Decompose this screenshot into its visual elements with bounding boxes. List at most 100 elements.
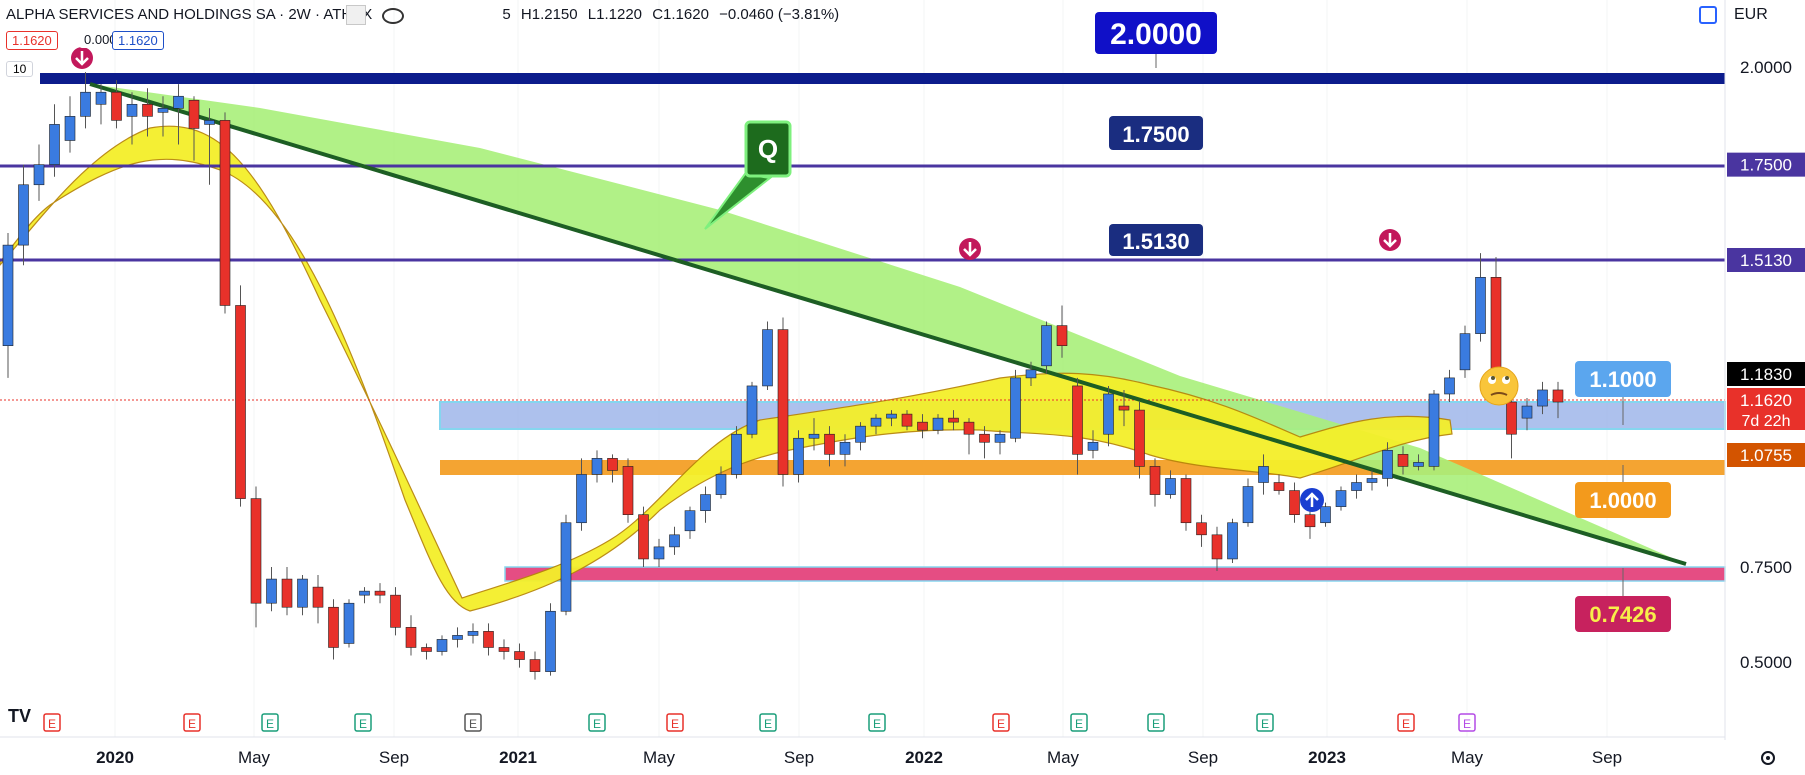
earnings-marker-icon[interactable] [1458,713,1476,732]
candle-body [1366,478,1378,483]
candle-body [1382,450,1393,479]
earnings-marker-icon[interactable] [1070,713,1088,732]
earnings-marker-label: E [1261,717,1269,731]
compare-icon[interactable] [1699,6,1717,24]
time-axis[interactable]: 2020 May Sep 2021 May Sep 2022 May Sep 2023 May Sep [96,748,1622,767]
candles [2,72,1564,680]
earnings-marker-label: E [359,717,367,731]
time-tick-label: May [1451,748,1484,767]
earnings-marker-icon[interactable] [1147,713,1165,732]
candle-body [669,534,680,548]
ohlc-change: −0.0460 (−3.81%) [719,6,840,23]
candle-body [700,494,711,511]
candle-body [1428,393,1440,467]
earnings-marker-icon[interactable] [588,713,606,732]
candle-body [204,120,215,125]
price-tag [1727,443,1805,467]
candle-body [545,610,556,672]
level-1513-box[interactable]: 1.5130 [1109,224,1203,256]
eye-icon[interactable] [382,8,404,24]
candle-body [111,91,122,121]
candle-body [390,594,401,628]
candle-body [1010,377,1021,439]
candle-body [870,417,882,427]
earnings-marker-icon[interactable] [992,713,1010,732]
candle-body [1041,325,1052,367]
q-callout-label: Q [758,134,778,164]
earnings-marker-icon[interactable] [354,713,372,732]
time-tick-label: Sep [784,748,814,767]
earnings-marker-icon[interactable] [1397,713,1415,732]
price-tag-value: 1.1620 [1740,391,1792,410]
candle-body [777,329,789,475]
candle-body [33,164,45,186]
candle-body [235,305,246,499]
earnings-marker-icon[interactable] [759,713,777,732]
candle-body [1087,441,1099,451]
axis-tick-label: 1.5130 [1740,251,1792,270]
level-11-box[interactable]: 1.1000 [1575,361,1671,425]
candle-body [64,116,76,141]
trendline [89,82,1687,566]
indicator-count-chip[interactable]: 10 [6,61,34,77]
earnings-marker-label: E [469,717,477,731]
candle-body [1459,333,1471,371]
candle-body [684,510,696,532]
currency-selector[interactable]: EUR [1734,6,1768,23]
level-175-label: 1.7500 [1122,122,1189,147]
candle-body [591,458,603,475]
earnings-marker-icon[interactable] [43,713,61,732]
candle-body [1413,462,1424,467]
candle-body [1273,482,1285,491]
earnings-marker-label: E [1075,717,1083,731]
candle-body [948,417,959,423]
level-0742-box[interactable]: 0.7426 [1575,568,1671,632]
price-tags: 1.1830 1.1620 7d 22h 1.0755 [1727,362,1805,467]
level-175-box[interactable]: 1.7500 [1109,116,1203,150]
level-2-box[interactable]: 2.0000 [1095,12,1217,68]
candle-body [49,124,60,165]
candle-body [1289,490,1300,515]
candle-body [808,433,820,439]
candle-body [901,413,913,427]
candle-body [126,103,138,117]
axis-level-tag [1727,152,1805,177]
price-axis[interactable]: 2.0000 1.7500 1.5130 0.7500 0.5000 [1727,58,1805,672]
candle-body [1025,369,1037,379]
candle-body [1149,466,1161,495]
level-10-box[interactable]: 1.0000 [1575,465,1671,518]
candle-body [1320,506,1331,524]
price-tag [1727,362,1805,386]
earnings-marker-icon[interactable] [183,713,201,732]
earnings-marker-icon[interactable] [464,713,482,732]
earnings-marker-icon[interactable] [1256,713,1274,732]
level-0742-label: 0.7426 [1589,602,1656,627]
ohlc-low: L1.1220 [587,6,643,23]
candle-body [95,91,107,105]
axis-level-tag [1727,248,1805,272]
earnings-marker-label: E [873,717,881,731]
earnings-marker-icon[interactable] [868,713,886,732]
candle-body [1258,466,1269,483]
candle-body [1335,490,1347,507]
earnings-marker-label: E [266,717,274,731]
settings-gear-icon[interactable] [1761,751,1775,765]
candle-body [1397,454,1409,467]
symbol-title[interactable]: ALPHA SERVICES AND HOLDINGS SA · 2W · AT… [6,6,373,23]
flag-icon[interactable] [346,5,366,25]
candle-body [979,433,990,443]
candle-body [963,421,975,435]
candle-body [467,631,479,636]
candle-body [715,474,727,495]
earnings-marker-icon[interactable] [261,713,279,732]
price-tag-value: 1.1830 [1740,365,1792,384]
zone-pink [505,567,1725,581]
earnings-marker-label: E [593,717,601,731]
earnings-marker-label: E [1152,717,1160,731]
candle-body [498,647,510,652]
time-tick-label: May [1047,748,1080,767]
earnings-marker-icon[interactable] [666,713,684,732]
time-tick-label: 2020 [96,748,134,767]
level-2-label: 2.0000 [1110,18,1202,51]
